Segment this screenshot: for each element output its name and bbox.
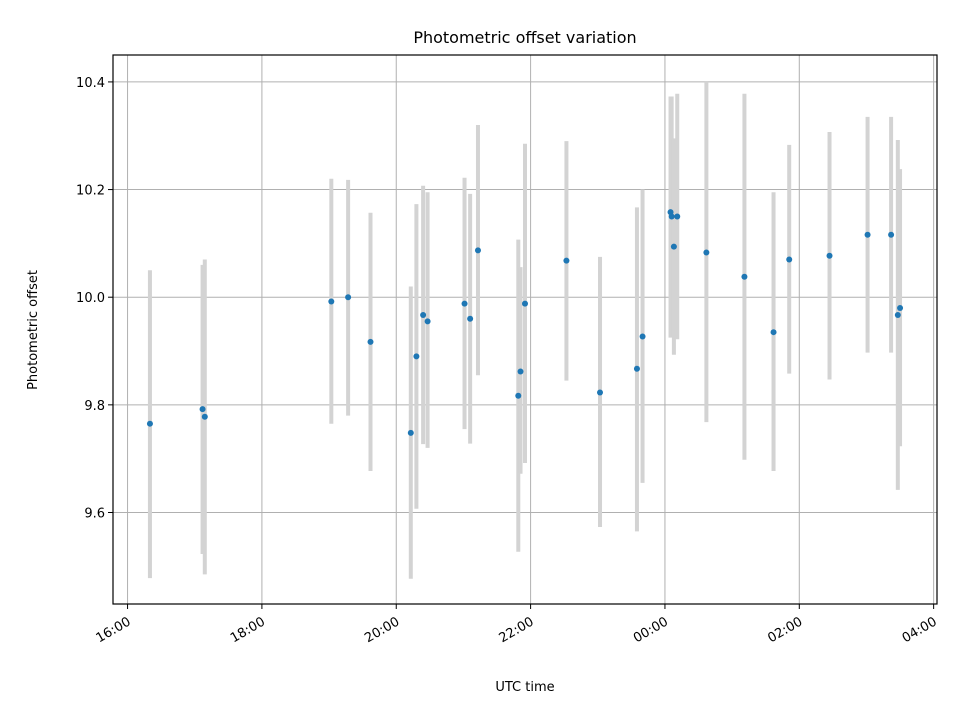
plot-frame <box>112 54 938 605</box>
data-point <box>597 389 604 396</box>
y-tick-label: 10.0 <box>76 291 105 306</box>
data-point <box>864 231 871 238</box>
data-point <box>888 231 895 238</box>
data-point <box>786 256 793 263</box>
data-point <box>201 413 208 420</box>
data-point <box>424 318 431 325</box>
chart-title: Photometric offset variation <box>413 28 636 47</box>
data-point <box>897 304 904 311</box>
data-point <box>461 300 468 307</box>
data-point <box>407 429 414 436</box>
data-point <box>770 329 777 336</box>
data-point <box>467 315 474 322</box>
data-point <box>474 247 481 254</box>
data-point <box>146 420 153 427</box>
data-point <box>668 213 675 220</box>
data-point <box>328 298 335 305</box>
y-axis-label: Photometric offset <box>26 270 41 390</box>
data-point <box>420 311 427 318</box>
data-point <box>633 365 640 372</box>
data-point <box>515 392 522 399</box>
data-point <box>703 249 710 256</box>
data-point <box>522 300 528 307</box>
y-tick-label: 9.8 <box>84 399 105 414</box>
y-tick-label: 10.4 <box>76 76 105 91</box>
data-point <box>563 257 570 264</box>
data-point <box>826 252 833 259</box>
x-axis-label: UTC time <box>495 680 554 695</box>
data-point <box>345 294 352 301</box>
data-point <box>639 333 646 340</box>
data-point <box>367 338 374 345</box>
data-point <box>894 311 901 318</box>
data-point <box>413 353 420 360</box>
y-tick-label: 9.6 <box>84 507 105 522</box>
data-point <box>199 406 206 413</box>
data-point <box>674 213 681 220</box>
y-axis: 9.6 9.8 10.0 10.2 10.4 <box>76 76 113 522</box>
y-tick-label: 10.2 <box>76 184 105 199</box>
data-point <box>741 273 748 280</box>
data-point <box>517 368 524 375</box>
data-points <box>146 209 904 436</box>
data-point <box>670 243 677 250</box>
